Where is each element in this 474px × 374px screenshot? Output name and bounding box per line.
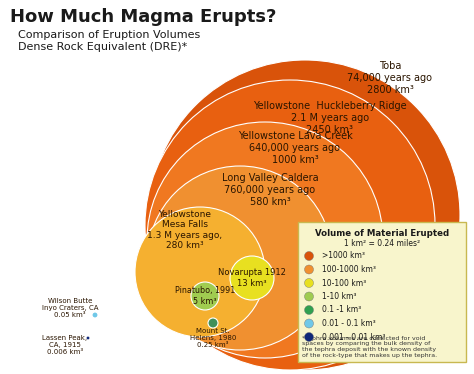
Text: Toba
74,000 years ago
2800 km³: Toba 74,000 years ago 2800 km³ [347,61,432,95]
Ellipse shape [145,80,435,370]
Ellipse shape [191,282,219,310]
Text: Novarupta 1912
13 km³: Novarupta 1912 13 km³ [218,268,286,288]
Text: Yellowstone
Mesa Falls
1.3 M years ago,
280 km³: Yellowstone Mesa Falls 1.3 M years ago, … [147,210,223,250]
Ellipse shape [304,251,313,261]
Text: Comparison of Eruption Volumes: Comparison of Eruption Volumes [18,30,200,40]
Ellipse shape [304,319,313,328]
Text: 1 km² = 0.24 miles²: 1 km² = 0.24 miles² [344,239,420,248]
Ellipse shape [304,265,313,274]
Text: 100-1000 km³: 100-1000 km³ [322,265,376,274]
Ellipse shape [148,166,332,350]
Ellipse shape [208,318,218,328]
Ellipse shape [147,122,383,358]
Text: Yellowstone Lava Creek
640,000 years ago
1000 km³: Yellowstone Lava Creek 640,000 years ago… [237,131,352,165]
Ellipse shape [304,279,313,288]
Ellipse shape [304,332,313,341]
Text: 1-10 km³: 1-10 km³ [322,292,356,301]
Ellipse shape [304,306,313,315]
Ellipse shape [304,292,313,301]
Text: Pinatubo, 1991
5 km³: Pinatubo, 1991 5 km³ [175,286,235,306]
Text: 0.01 - 0.1 km³: 0.01 - 0.1 km³ [322,319,376,328]
Text: Lassen Peak,
CA, 1915
0.006 km³: Lassen Peak, CA, 1915 0.006 km³ [43,335,88,355]
Text: *Tephra volumes are corrected for void
spaces by comparing the bulk density of
t: *Tephra volumes are corrected for void s… [302,335,437,358]
Ellipse shape [86,336,90,340]
Text: Long Valley Caldera
760,000 years ago
580 km³: Long Valley Caldera 760,000 years ago 58… [222,174,319,206]
Text: 10-100 km³: 10-100 km³ [322,279,366,288]
Text: >1000 km³: >1000 km³ [322,251,365,261]
Text: How Much Magma Erupts?: How Much Magma Erupts? [10,8,276,26]
Ellipse shape [92,312,98,318]
Text: Wilson Butte
Inyo Craters, CA
0.05 km³: Wilson Butte Inyo Craters, CA 0.05 km³ [42,298,98,318]
Text: Volume of Material Erupted: Volume of Material Erupted [315,229,449,238]
Text: 0.1 -1 km³: 0.1 -1 km³ [322,306,361,315]
Text: 0.001 - 0.01 km³: 0.001 - 0.01 km³ [322,332,385,341]
Text: Dense Rock Equivalent (DRE)*: Dense Rock Equivalent (DRE)* [18,42,187,52]
Ellipse shape [135,207,265,337]
Ellipse shape [230,256,274,300]
Text: Yellowstone  Huckleberry Ridge
2.1 M years ago
2450 km³: Yellowstone Huckleberry Ridge 2.1 M year… [253,101,407,135]
Text: Mount St.
Helens, 1980
0.25 km³: Mount St. Helens, 1980 0.25 km³ [190,328,236,348]
Ellipse shape [150,60,460,370]
FancyBboxPatch shape [298,222,466,362]
